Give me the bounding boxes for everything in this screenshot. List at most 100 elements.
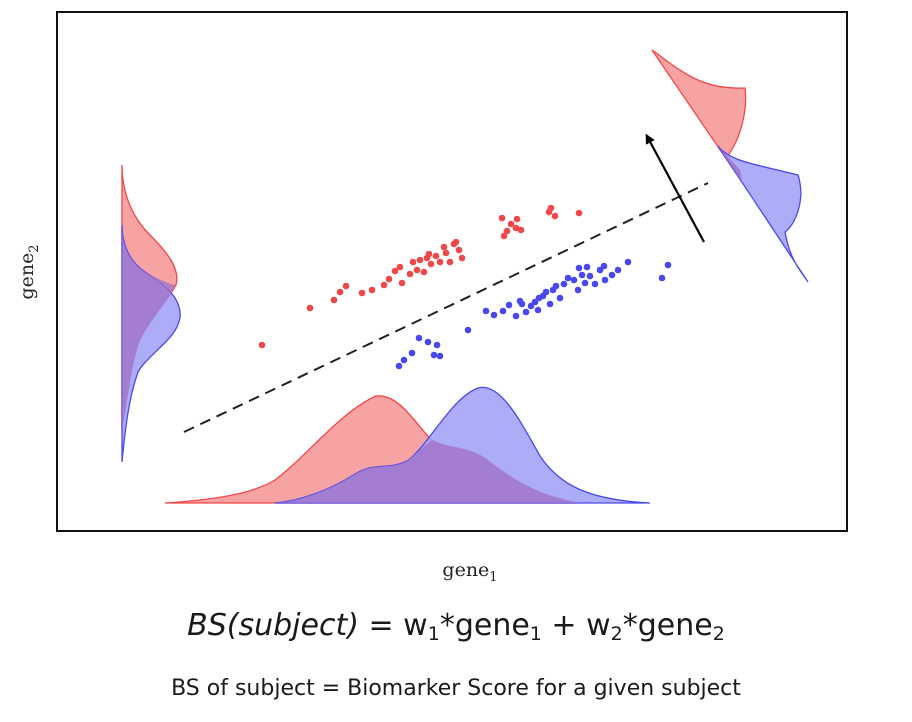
blue-point <box>415 334 423 342</box>
red-point <box>498 214 506 222</box>
red-point <box>398 279 406 287</box>
red-point <box>396 263 404 271</box>
blue-point <box>424 338 432 346</box>
red-point <box>380 281 388 289</box>
blue-point <box>578 271 586 279</box>
blue-point <box>556 294 564 302</box>
plot-frame <box>56 11 848 532</box>
separating-line <box>183 182 709 433</box>
red-point <box>551 212 559 220</box>
formula-w2-sub: 2 <box>610 623 623 645</box>
red-point <box>409 258 417 266</box>
blue-point <box>505 301 513 309</box>
red-point <box>385 275 393 283</box>
blue-point <box>624 258 632 266</box>
formula-gene2: *gene <box>622 608 713 643</box>
blue-point <box>583 263 591 271</box>
red-point <box>513 215 521 223</box>
red-point <box>436 258 444 266</box>
blue-point <box>512 312 520 320</box>
blue-point <box>575 264 583 272</box>
red-point <box>336 288 344 296</box>
formula-gene2-sub: 2 <box>712 623 725 645</box>
red-point <box>458 254 466 262</box>
red-point <box>416 256 424 264</box>
blue-point <box>400 356 408 364</box>
red-point <box>455 246 463 254</box>
blue-point <box>534 306 542 314</box>
red-point <box>425 250 433 258</box>
red-point <box>427 260 435 268</box>
formula-w2: w <box>586 608 611 643</box>
blue-point <box>518 300 526 308</box>
red-point <box>507 220 515 228</box>
red-point <box>432 252 440 260</box>
formula-w1-sub: 1 <box>427 623 440 645</box>
formula-gene1: *gene <box>439 608 530 643</box>
diagonal-density-plots <box>651 49 809 283</box>
red-point <box>420 268 428 276</box>
blue-point <box>591 280 599 288</box>
blue-point <box>564 274 572 282</box>
red-point <box>358 289 366 297</box>
bottom-density-plots <box>164 386 651 504</box>
blue-point <box>614 266 622 274</box>
blue-point <box>542 288 550 296</box>
blue-points-group <box>395 258 672 370</box>
y-axis-label: gene2 <box>16 244 42 299</box>
red-point <box>368 286 376 294</box>
blue-point <box>408 349 416 357</box>
direction-arrow <box>645 133 705 243</box>
blue-point <box>522 308 530 316</box>
bottom-density-overlap <box>275 440 580 503</box>
blue-point <box>608 271 616 279</box>
left-density-overlap <box>122 225 176 430</box>
blue-point <box>436 352 444 360</box>
left-density-plots <box>121 164 181 463</box>
red-point <box>442 249 450 257</box>
red-point <box>547 204 555 212</box>
diagonal-density-overlap <box>718 146 742 182</box>
formula-equals: = <box>358 608 404 643</box>
blue-point <box>581 279 589 287</box>
red-point <box>575 209 583 217</box>
blue-point <box>600 262 608 270</box>
red-points-group <box>258 204 583 349</box>
x-axis-label: gene1 <box>442 559 497 585</box>
red-point <box>406 270 414 278</box>
formula-caption: BS of subject = Biomarker Score for a gi… <box>171 676 741 701</box>
blue-point <box>546 300 554 308</box>
red-point <box>517 226 525 234</box>
blue-point <box>464 326 472 334</box>
formula-lhs: BS(subject) <box>187 608 359 643</box>
red-point <box>306 304 314 312</box>
diagonal-density-blue <box>717 145 809 283</box>
blue-point <box>664 261 672 269</box>
blue-point <box>560 280 568 288</box>
red-point <box>446 258 454 266</box>
red-point <box>258 341 266 349</box>
red-point <box>503 227 511 235</box>
blue-point <box>395 362 403 370</box>
blue-point <box>601 276 609 284</box>
blue-point <box>552 282 560 290</box>
blue-point <box>527 302 535 310</box>
blue-point <box>570 276 578 284</box>
blue-point <box>658 274 666 282</box>
blue-point <box>531 298 539 306</box>
biomarker-score-formula: BS(subject) = w1*gene1 + w2*gene2 <box>0 608 912 645</box>
blue-point <box>574 286 582 294</box>
blue-point <box>430 351 438 359</box>
red-point <box>452 238 460 246</box>
formula-plus: + <box>541 608 587 643</box>
blue-point <box>596 266 604 274</box>
formula-gene1-sub: 1 <box>529 623 542 645</box>
blue-point <box>490 311 498 319</box>
red-point <box>512 224 520 232</box>
formula-w1: w <box>403 608 428 643</box>
red-point <box>440 243 448 251</box>
blue-point <box>499 307 507 315</box>
red-point <box>391 267 399 275</box>
red-point <box>413 266 421 274</box>
